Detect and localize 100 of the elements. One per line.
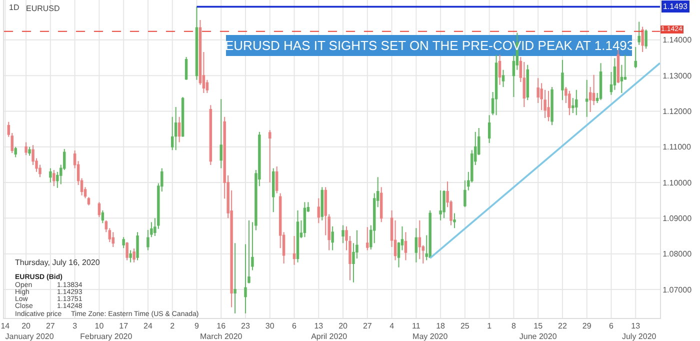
- candlestick: [14, 146, 17, 158]
- annotation: 1.1493: [663, 2, 688, 11]
- candlestick: [101, 210, 104, 224]
- y-tick-label: 1.09000: [662, 214, 692, 223]
- x-tick-label: 2: [170, 322, 176, 331]
- x-tick-label: 6: [609, 322, 614, 331]
- candlestick: [453, 212, 456, 229]
- y-tick-label: 1.08000: [662, 250, 692, 259]
- x-tick-label: 24: [144, 322, 153, 331]
- x-tick-label: 20: [22, 322, 32, 331]
- x-tick-label: 20: [338, 322, 348, 331]
- candlestick: [575, 89, 578, 116]
- candlestick: [428, 210, 432, 259]
- candlestick: [317, 198, 320, 224]
- candlestick: [404, 232, 408, 261]
- candlestick: [220, 98, 222, 169]
- annotation: Thursday, July 16, 2020: [15, 258, 100, 267]
- candlestick: [303, 202, 306, 238]
- candlestick: [599, 62, 602, 101]
- x-tick-label: 29: [582, 322, 592, 331]
- candlestick: [129, 250, 132, 263]
- candlestick: [547, 90, 550, 122]
- candlestick: [634, 46, 637, 69]
- x-tick-label: 4: [390, 322, 395, 331]
- candlestick: [380, 186, 383, 223]
- candlestick: [320, 186, 324, 221]
- candlestick: [87, 196, 90, 206]
- candlestick: [52, 170, 56, 187]
- candlestick: [561, 59, 564, 101]
- candlestick: [550, 86, 554, 126]
- candlestick: [98, 202, 101, 218]
- x-tick-label: 30: [265, 322, 275, 331]
- x2-tick-label: April 2020: [311, 332, 348, 341]
- x-tick-label: 1: [487, 322, 492, 331]
- text: EURUSD: [26, 4, 60, 13]
- x-tick-label: 13: [314, 322, 324, 331]
- x-tick-label: 13: [631, 322, 641, 331]
- candlestick: [331, 226, 334, 251]
- candlestick: [28, 146, 31, 156]
- x-tick-label: 18: [436, 322, 446, 331]
- candlestick: [126, 242, 128, 261]
- candlestick: [502, 69, 505, 88]
- x-tick-label: 23: [241, 322, 250, 331]
- x2-tick-label: March 2020: [200, 332, 243, 341]
- y-tick-label: 1.07000: [662, 285, 692, 294]
- candlestick: [366, 226, 369, 251]
- candlestick: [268, 130, 272, 184]
- x2-tick-label: January 2020: [5, 332, 54, 341]
- candlestick: [136, 232, 139, 261]
- candlestick: [49, 168, 52, 184]
- candlestick: [644, 28, 648, 50]
- candlestick: [442, 190, 446, 219]
- x-tick-label: 6: [292, 322, 298, 331]
- x2-tick-label: June 2020: [519, 332, 558, 341]
- candlestick: [174, 106, 178, 151]
- x-tick-label: 10: [94, 322, 104, 331]
- candlestick: [568, 90, 571, 116]
- x2-tick-label: February 2020: [80, 332, 133, 341]
- x-tick-label: 22: [558, 322, 568, 331]
- candlestick: [122, 236, 125, 249]
- x-tick-label: 3: [72, 322, 78, 331]
- candlestick: [132, 248, 136, 263]
- y-tick-label: 1.12000: [662, 107, 692, 116]
- candlestick: [641, 26, 644, 53]
- candlestick: [616, 49, 620, 84]
- candlestick: [178, 116, 181, 143]
- x-tick-label: 17: [119, 322, 129, 331]
- candlestick: [234, 242, 236, 314]
- x2-tick-label: July 2020: [622, 332, 657, 341]
- candlestick: [296, 210, 300, 263]
- y-tick-label: 1.11000: [662, 142, 692, 152]
- candlestick: [488, 114, 491, 144]
- annotation: 1D: [9, 3, 20, 12]
- x-tick-label: 14: [0, 322, 10, 331]
- candlestick: [112, 232, 114, 248]
- candlestick: [418, 220, 422, 260]
- candlestick: [342, 224, 344, 244]
- x2-tick-label: May 2020: [412, 332, 448, 341]
- y-tick-label: 1.10000: [662, 178, 692, 188]
- candlestick: [414, 228, 418, 263]
- candlestick: [276, 166, 278, 194]
- x-tick-label: 27: [46, 322, 56, 331]
- x-tick-label: 16: [216, 322, 226, 331]
- candlestick: [526, 64, 529, 101]
- candlestick: [498, 54, 502, 86]
- x-tick-label: 25: [460, 322, 470, 331]
- candlestick: [638, 21, 640, 46]
- candlestick: [292, 236, 296, 266]
- x-tick-label: 15: [534, 322, 544, 331]
- candlestick: [209, 104, 212, 166]
- candlestick: [195, 6, 198, 80]
- candlestick: [24, 142, 28, 156]
- candlestick: [439, 190, 442, 221]
- candlestick: [586, 79, 588, 118]
- y-tick-label: 1.13000: [662, 71, 692, 80]
- x-tick-label: 27: [362, 322, 372, 331]
- x-tick-label: 8: [511, 322, 516, 331]
- candlestick: [181, 96, 184, 138]
- candlestick: [272, 168, 275, 213]
- y-tick-label: 1.14000: [662, 36, 692, 45]
